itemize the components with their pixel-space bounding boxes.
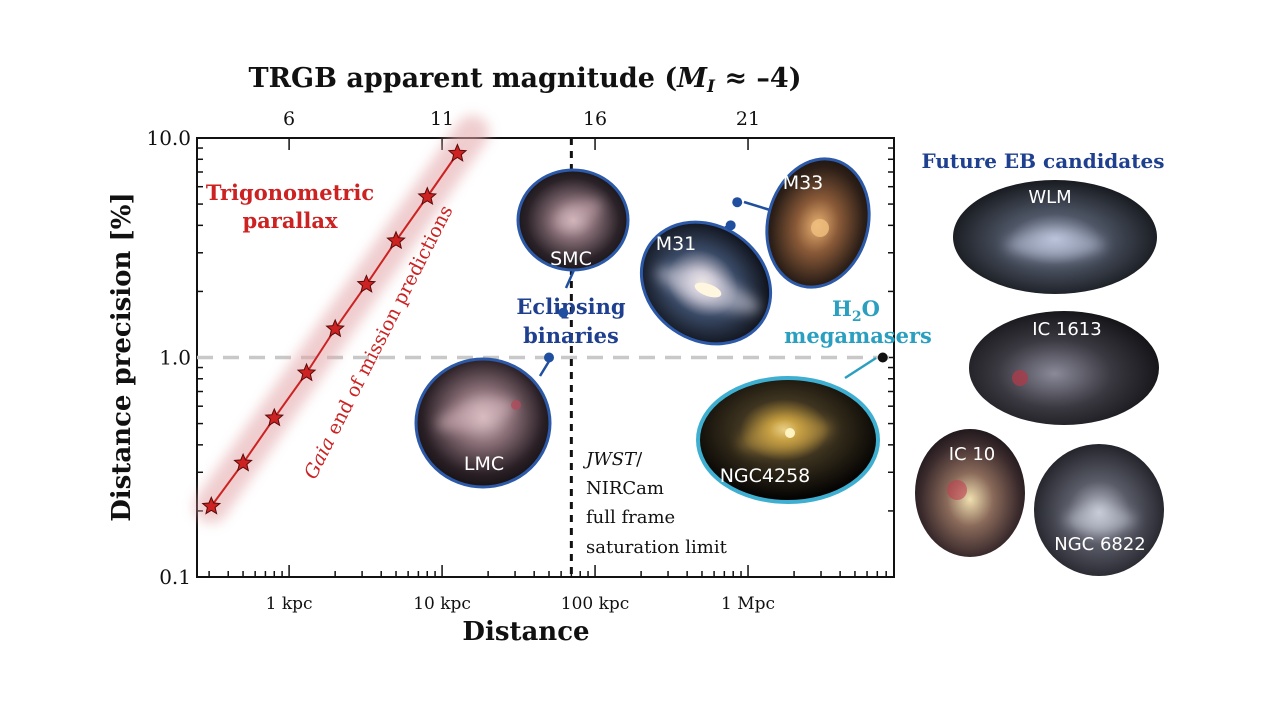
ngc4258-image: NGC4258 bbox=[696, 376, 880, 504]
wlm-label: WLM bbox=[1028, 187, 1071, 208]
top-axis-tick-label: 11 bbox=[430, 108, 454, 130]
ngc6822-image: NGC 6822 bbox=[1034, 444, 1164, 576]
top-axis-tick-label: 16 bbox=[583, 108, 607, 130]
m33-connector bbox=[743, 200, 771, 212]
gaia-series-points bbox=[201, 143, 468, 515]
x-axis-tick-label: 1 Mpc bbox=[721, 594, 775, 614]
smc-connector bbox=[564, 269, 576, 289]
y-axis-ticks: 0.1 1.0 10.0 bbox=[146, 126, 191, 589]
lmc-anchor-point bbox=[543, 352, 554, 363]
x-axis-tick-label: 1 kpc bbox=[266, 594, 313, 614]
m31-image: M31 bbox=[639, 220, 773, 346]
top-axis-tick-label: 21 bbox=[736, 108, 760, 130]
y-axis-tick-label: 1.0 bbox=[159, 346, 191, 370]
gaia-star-point bbox=[386, 230, 406, 250]
x-axis-tick-label: 10 kpc bbox=[413, 594, 471, 614]
gaia-star-point bbox=[417, 186, 438, 206]
m33-label: M33 bbox=[783, 172, 824, 194]
top-axis-ticks: 6 11 16 21 bbox=[283, 108, 760, 150]
future-candidates-title: Future EB candidates bbox=[922, 149, 1165, 173]
ic1613-label: IC 1613 bbox=[1032, 319, 1101, 340]
ngc4258-label: NGC4258 bbox=[720, 465, 811, 487]
lmc-label: LMC bbox=[464, 453, 504, 475]
jwst-note: JWST/ NIRCam full frame saturation limit bbox=[582, 449, 728, 558]
ic10-label: IC 10 bbox=[949, 444, 996, 465]
jwst-note-line1: JWST/ bbox=[582, 449, 643, 470]
m33-image: M33 bbox=[765, 157, 871, 289]
x-axis-title: Distance bbox=[462, 617, 589, 647]
ic10-image: IC 10 bbox=[915, 429, 1025, 557]
ic1613-image: IC 1613 bbox=[969, 311, 1159, 425]
top-axis-title: TRGB apparent magnitude (MI ≈ –4) bbox=[249, 63, 802, 97]
gaia-star-point bbox=[201, 496, 222, 515]
wlm-image: WLM bbox=[953, 180, 1157, 294]
ngc6822-label: NGC 6822 bbox=[1054, 534, 1146, 555]
maser-label-line2: megamasers bbox=[784, 323, 932, 348]
x-axis-tick-label: 100 kpc bbox=[561, 594, 630, 614]
jwst-note-line2: NIRCam bbox=[586, 478, 664, 499]
y-axis-tick-label: 10.0 bbox=[146, 126, 191, 150]
smc-label: SMC bbox=[550, 248, 592, 270]
gaia-star-point bbox=[356, 274, 377, 293]
m33-anchor-point bbox=[732, 197, 743, 208]
jwst-note-line4: saturation limit bbox=[586, 537, 728, 558]
anchor-points bbox=[543, 197, 888, 363]
m31-label: M31 bbox=[656, 233, 697, 255]
minor-ticks bbox=[197, 147, 895, 578]
jwst-note-line3: full frame bbox=[586, 507, 675, 528]
gaia-star-point bbox=[296, 362, 317, 382]
eb-label-line2: binaries bbox=[523, 323, 619, 348]
eb-label-line1: Eclipsing bbox=[516, 294, 626, 319]
parallax-label-line2: parallax bbox=[242, 208, 338, 233]
smc-image: SMC bbox=[516, 168, 630, 272]
gaia-star-point bbox=[233, 452, 253, 472]
smc-anchor-point bbox=[558, 307, 569, 318]
top-axis-tick-label: 6 bbox=[283, 108, 295, 130]
gaia-star-point bbox=[325, 318, 345, 338]
maser-label-line1: H2O bbox=[832, 296, 880, 325]
ngc4258-connector bbox=[844, 356, 877, 380]
ngc4258-anchor-point bbox=[877, 352, 888, 363]
gaia-star-point bbox=[264, 407, 285, 427]
lmc-image: LMC bbox=[414, 357, 552, 489]
y-axis-tick-label: 0.1 bbox=[159, 565, 191, 589]
y-axis-title: Distance precision [%] bbox=[107, 192, 137, 522]
gaia-star-point bbox=[447, 143, 468, 162]
m31-anchor-point bbox=[725, 220, 736, 231]
x-axis-ticks: 1 kpc 10 kpc 100 kpc 1 Mpc bbox=[266, 594, 775, 614]
parallax-label-line1: Trigonometric bbox=[206, 180, 374, 205]
